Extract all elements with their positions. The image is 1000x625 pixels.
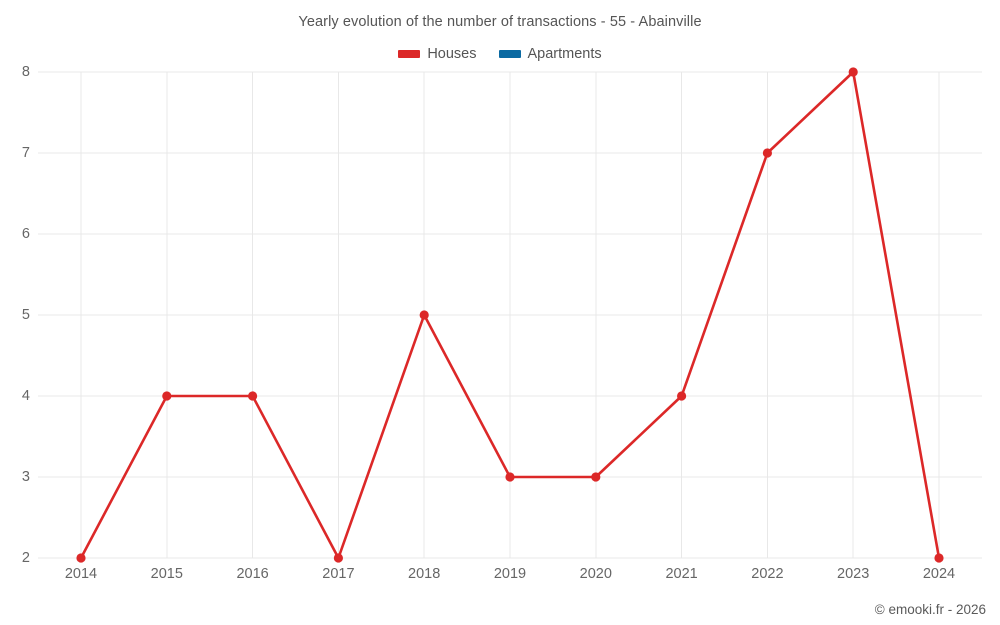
legend-swatch-icon bbox=[398, 50, 421, 58]
x-tick-label: 2021 bbox=[665, 566, 698, 582]
data-point[interactable] bbox=[333, 553, 343, 563]
data-point[interactable] bbox=[248, 391, 258, 401]
legend-item-houses[interactable]: Houses bbox=[398, 46, 477, 62]
x-tick-label: 2022 bbox=[751, 566, 784, 582]
chart-title: Yearly evolution of the number of transa… bbox=[298, 14, 702, 30]
y-tick-label: 6 bbox=[21, 226, 30, 242]
data-point[interactable] bbox=[934, 553, 944, 563]
legend-swatch-icon bbox=[498, 50, 521, 58]
x-tick-label: 2024 bbox=[922, 566, 956, 582]
data-point[interactable] bbox=[848, 67, 858, 77]
chart-legend: Houses Apartments bbox=[0, 46, 1000, 62]
y-axis: 2 3 4 5 6 7 8 bbox=[0, 64, 30, 566]
footer-credit: © emooki.fr - 2026 bbox=[874, 602, 986, 617]
y-tick-label: 3 bbox=[21, 469, 30, 485]
x-tick-label: 2015 bbox=[150, 566, 183, 582]
data-point[interactable] bbox=[76, 553, 86, 563]
x-tick-label: 2023 bbox=[837, 566, 870, 582]
x-tick-label: 2020 bbox=[579, 566, 612, 582]
data-series-layer bbox=[76, 67, 944, 563]
data-point[interactable] bbox=[677, 391, 687, 401]
plot-area bbox=[38, 67, 982, 563]
x-tick-label: 2017 bbox=[322, 566, 355, 582]
legend-label-houses: Houses bbox=[427, 46, 477, 62]
data-point[interactable] bbox=[591, 472, 601, 482]
y-tick-label: 2 bbox=[21, 550, 30, 566]
data-point[interactable] bbox=[162, 391, 172, 401]
y-tick-label: 4 bbox=[21, 388, 30, 404]
x-tick-label: 2014 bbox=[64, 566, 98, 582]
data-point[interactable] bbox=[762, 148, 773, 158]
y-tick-label: 8 bbox=[21, 64, 30, 80]
y-tick-label: 5 bbox=[21, 307, 30, 323]
legend-item-apartments[interactable]: Apartments bbox=[498, 46, 602, 62]
x-axis: 2014 2015 2016 2017 2018 2019 2020 2021 2022 2023… bbox=[38, 566, 982, 588]
x-tick-label: 2018 bbox=[408, 566, 441, 582]
x-tick-label: 2019 bbox=[493, 566, 527, 582]
data-point[interactable] bbox=[505, 472, 515, 482]
y-tick-label: 7 bbox=[21, 145, 30, 161]
series-line-houses bbox=[79, 70, 941, 560]
x-tick-label: 2016 bbox=[236, 566, 269, 582]
data-point[interactable] bbox=[419, 310, 429, 320]
legend-label-apartments: Apartments bbox=[527, 46, 602, 62]
